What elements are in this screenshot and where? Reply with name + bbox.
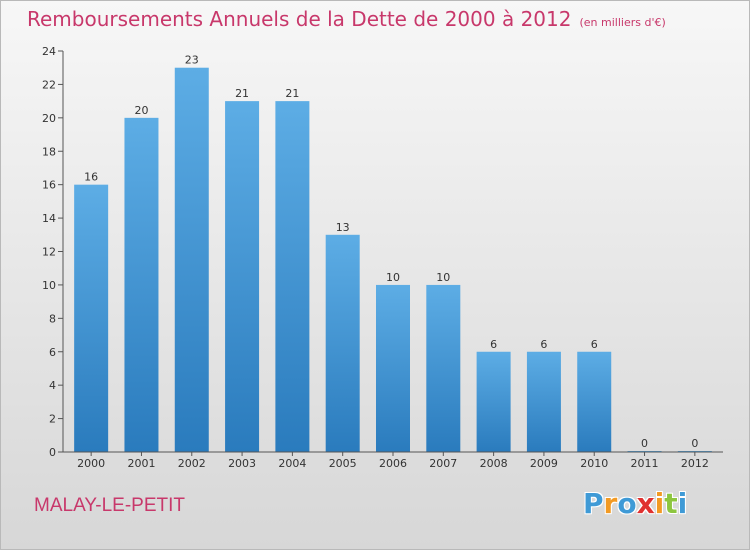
bar-value-label: 20 [134,104,148,117]
logo-letter: i [677,487,688,520]
bar-value-label: 13 [336,221,350,234]
logo-letter: t [664,487,678,520]
bar [426,284,461,452]
bar-value-label: 6 [490,338,497,351]
logo-letter: r [603,487,618,520]
x-tick-label: 2000 [77,457,105,470]
bar-value-label: 21 [235,87,249,100]
x-tick-label: 2001 [127,457,155,470]
bar-value-label: 6 [591,338,598,351]
x-tick-label: 2002 [178,457,206,470]
y-tick-label: 6 [49,346,56,359]
logo-letter: o [617,487,637,520]
chart-title: Remboursements Annuels de la Dette de 20… [27,7,666,31]
logo-letter: x [636,487,655,520]
y-tick-label: 18 [42,145,56,158]
y-tick-label: 24 [42,45,56,58]
x-tick-label: 2007 [429,457,457,470]
y-tick-label: 4 [49,379,56,392]
y-tick-label: 12 [42,246,56,259]
chart-title-text: Remboursements Annuels de la Dette de 20… [27,7,572,31]
x-tick-label: 2006 [379,457,407,470]
bar [174,67,209,452]
bar [376,284,410,452]
logo-letter: P [583,487,604,520]
y-tick-label: 2 [49,413,56,426]
x-tick-label: 2005 [329,457,357,470]
x-tick-label: 2004 [278,457,306,470]
bar [124,117,159,452]
y-tick-label: 16 [42,179,56,192]
x-tick-label: 2010 [580,457,608,470]
bar [225,101,260,452]
proxiti-logo: Proxiti [583,487,687,520]
bar-value-label: 0 [641,437,648,450]
y-tick-label: 14 [42,212,56,225]
bar-value-label: 23 [185,54,199,67]
bar [74,184,109,452]
bar-value-label: 16 [84,171,98,184]
bar-value-label: 6 [540,338,547,351]
x-tick-label: 2011 [631,457,659,470]
y-tick-label: 0 [49,446,56,459]
bar-value-label: 21 [285,87,299,100]
chart-subtitle: (en milliers d'€) [579,16,666,29]
bar [526,351,561,452]
x-tick-label: 2008 [480,457,508,470]
x-tick-label: 2012 [681,457,709,470]
y-tick-label: 8 [49,312,56,325]
bar-value-label: 10 [436,271,450,284]
y-tick-label: 20 [42,112,56,125]
x-tick-label: 2009 [530,457,558,470]
y-tick-label: 10 [42,279,56,292]
place-name: MALAY-LE-PETIT [34,495,185,516]
bar [577,351,612,452]
logo-letter: i [654,487,665,520]
bar-value-label: 10 [386,271,400,284]
bar [476,351,511,452]
bar [275,101,310,452]
y-tick-label: 22 [42,78,56,91]
bar-value-label: 0 [691,437,698,450]
x-tick-label: 2003 [228,457,256,470]
bar [325,234,360,452]
